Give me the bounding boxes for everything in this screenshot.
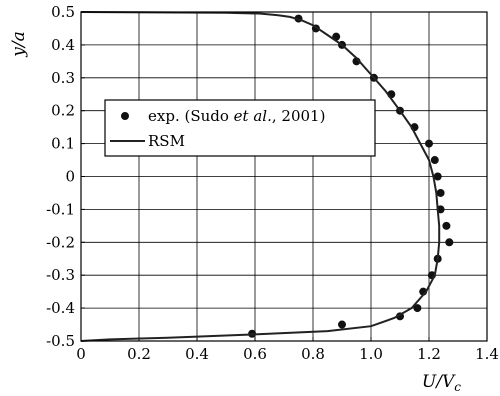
exp-data-point (433, 172, 442, 181)
legend-label-rsm: RSM (148, 132, 185, 150)
x-tick-label: 1.2 (417, 345, 441, 363)
x-tick-label: 0 (76, 345, 86, 363)
x-axis-label-main: U/V (422, 372, 456, 392)
exp-data-point (442, 221, 451, 230)
x-tick-label: 0.4 (185, 345, 209, 363)
legend-marker-exp (121, 112, 129, 120)
legend-exp-prefix: exp. (Sudo (148, 107, 234, 125)
exp-data-point (338, 320, 346, 329)
exp-data-point (425, 139, 433, 148)
legend-box (104, 99, 376, 157)
series-layer (80, 11, 454, 342)
legend-exp-suffix: , 2001) (272, 107, 326, 125)
y-tick-label: 0.4 (51, 36, 75, 54)
legend: exp. (Sudo et al., 2001) RSM (104, 99, 376, 157)
x-axis-label-subscript: c (454, 380, 461, 394)
exp-data-point (436, 188, 445, 197)
y-tick-label: 0 (65, 168, 75, 186)
y-tick-labels: -0.5 -0.4 -0.3 -0.2 -0.1 0 0.1 0.2 0.3 0.4 0.5 (46, 3, 75, 350)
rsm-curve (80, 11, 441, 342)
x-axis-label: U/Vc (422, 372, 461, 394)
exp-data-point (445, 238, 454, 247)
x-tick-label: 1.0 (359, 345, 383, 363)
x-tick-label: 0.2 (127, 345, 151, 363)
y-tick-label: 0.2 (51, 102, 75, 120)
y-tick-label: 0.5 (51, 3, 75, 21)
x-tick-label: 0.6 (243, 345, 267, 363)
legend-label-exp: exp. (Sudo et al., 2001) (148, 107, 325, 125)
legend-exp-italic: et al. (234, 107, 272, 125)
y-tick-label: -0.3 (46, 266, 75, 284)
y-tick-label: -0.2 (46, 233, 75, 251)
x-tick-label: 1.4 (475, 345, 499, 363)
y-tick-label: -0.5 (46, 332, 75, 350)
y-tick-label: 0.1 (51, 135, 75, 153)
y-axis-label: y/a (9, 31, 29, 57)
y-tick-label: 0.3 (51, 69, 75, 87)
x-tick-label: 0.8 (301, 345, 325, 363)
y-tick-label: -0.4 (46, 299, 75, 317)
y-tick-label: -0.1 (46, 200, 75, 218)
x-tick-labels: 0 0.2 0.4 0.6 0.8 1.0 1.2 1.4 (76, 345, 499, 363)
plot-frame (80, 11, 488, 342)
exp-data-point (413, 304, 422, 313)
exp-data-point (430, 156, 439, 165)
